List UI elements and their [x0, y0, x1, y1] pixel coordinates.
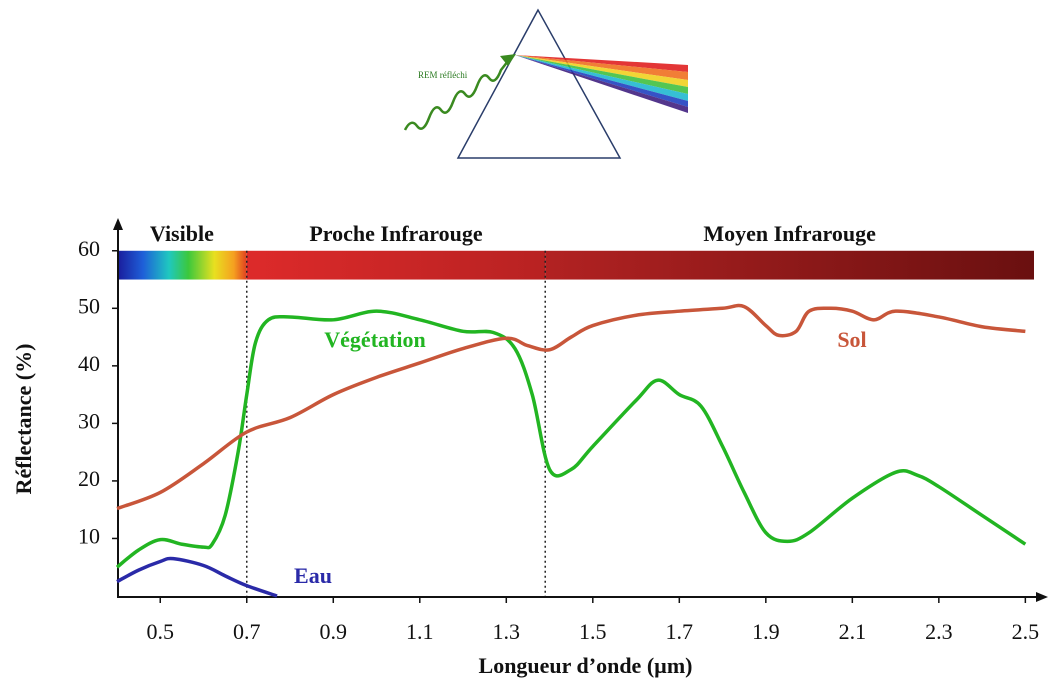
arrow-head — [500, 54, 516, 66]
dispersed-rays — [515, 55, 688, 113]
x-axis-arrow — [1036, 592, 1048, 602]
series-label: Végétation — [324, 327, 425, 352]
band-label: Visible — [150, 221, 214, 246]
wave-label: REM réfléchi — [418, 70, 468, 80]
series-label: Eau — [294, 563, 332, 588]
spectrum-band — [246, 250, 546, 280]
series-line — [116, 303, 1026, 511]
spectrum-band — [117, 250, 247, 280]
plot: Visible Proche Infrarouge Moyen Infrarouge… — [11, 218, 1048, 678]
y-axis-arrow — [113, 218, 123, 230]
prism — [456, 8, 622, 159]
x-tick-label: 0.7 — [233, 619, 261, 644]
x-axis-title: Longueur d’onde (µm) — [479, 653, 693, 678]
y-tick-label: 30 — [78, 408, 100, 433]
prism-diagram: REM réfléchi — [403, 8, 688, 159]
band-label: Proche Infrarouge — [309, 221, 483, 246]
x-tick-label: 2.3 — [925, 619, 953, 644]
series-label: Sol — [837, 327, 866, 352]
x-tick-label: 2.5 — [1012, 619, 1040, 644]
x-tick-label: 1.7 — [666, 619, 694, 644]
x-tick-label: 1.1 — [406, 619, 434, 644]
x-tick-label: 0.5 — [147, 619, 175, 644]
x-tick-label: 1.9 — [752, 619, 780, 644]
y-tick-label: 10 — [78, 524, 100, 549]
y-tick-label: 40 — [78, 351, 100, 376]
x-tick-label: 2.1 — [839, 619, 867, 644]
y-tick-label: 50 — [78, 293, 100, 318]
spectrum-band — [545, 250, 1034, 280]
y-axis-title: Réflectance (%) — [11, 344, 36, 495]
y-tick-label: 60 — [78, 236, 100, 261]
x-tick-label: 1.5 — [579, 619, 607, 644]
band-label: Moyen Infrarouge — [703, 221, 876, 246]
x-tick-label: 0.9 — [320, 619, 348, 644]
series-line — [115, 309, 1027, 569]
incoming-wave — [403, 55, 513, 131]
x-tick-label: 1.3 — [493, 619, 521, 644]
series-line — [116, 556, 278, 598]
y-tick-label: 20 — [78, 466, 100, 491]
